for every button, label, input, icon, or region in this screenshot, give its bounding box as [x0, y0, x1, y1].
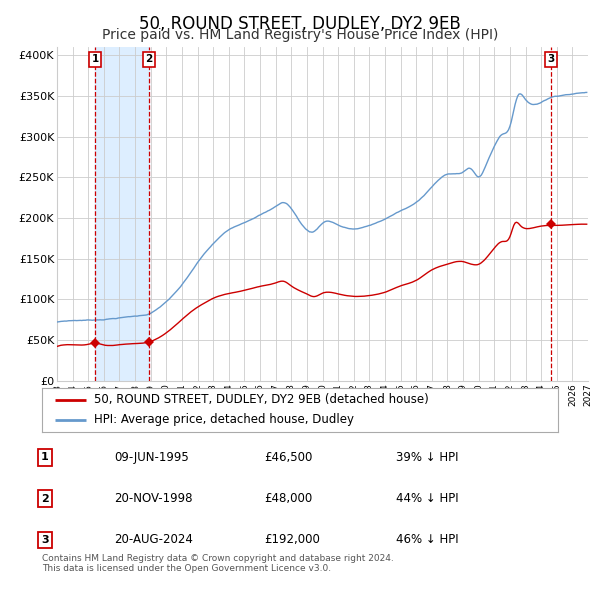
Text: 3: 3 [41, 535, 49, 545]
Text: 44% ↓ HPI: 44% ↓ HPI [396, 492, 458, 505]
Text: £48,000: £48,000 [264, 492, 312, 505]
Bar [95, 47, 149, 381]
Text: 39% ↓ HPI: 39% ↓ HPI [396, 451, 458, 464]
Text: 3: 3 [548, 54, 555, 64]
Text: 2: 2 [41, 494, 49, 503]
Text: Contains HM Land Registry data © Crown copyright and database right 2024.
This d: Contains HM Land Registry data © Crown c… [42, 554, 394, 573]
Text: 2: 2 [145, 54, 152, 64]
Text: £192,000: £192,000 [264, 533, 320, 546]
Text: 1: 1 [41, 453, 49, 462]
Text: 09-JUN-1995: 09-JUN-1995 [114, 451, 189, 464]
Text: 1: 1 [91, 54, 99, 64]
Text: Price paid vs. HM Land Registry's House Price Index (HPI): Price paid vs. HM Land Registry's House … [102, 28, 498, 42]
Text: 50, ROUND STREET, DUDLEY, DY2 9EB (detached house): 50, ROUND STREET, DUDLEY, DY2 9EB (detac… [94, 393, 428, 406]
Text: 20-NOV-1998: 20-NOV-1998 [114, 492, 193, 505]
Text: £46,500: £46,500 [264, 451, 313, 464]
Text: 46% ↓ HPI: 46% ↓ HPI [396, 533, 458, 546]
Text: 20-AUG-2024: 20-AUG-2024 [114, 533, 193, 546]
Text: 50, ROUND STREET, DUDLEY, DY2 9EB: 50, ROUND STREET, DUDLEY, DY2 9EB [139, 15, 461, 33]
Text: HPI: Average price, detached house, Dudley: HPI: Average price, detached house, Dudl… [94, 414, 353, 427]
